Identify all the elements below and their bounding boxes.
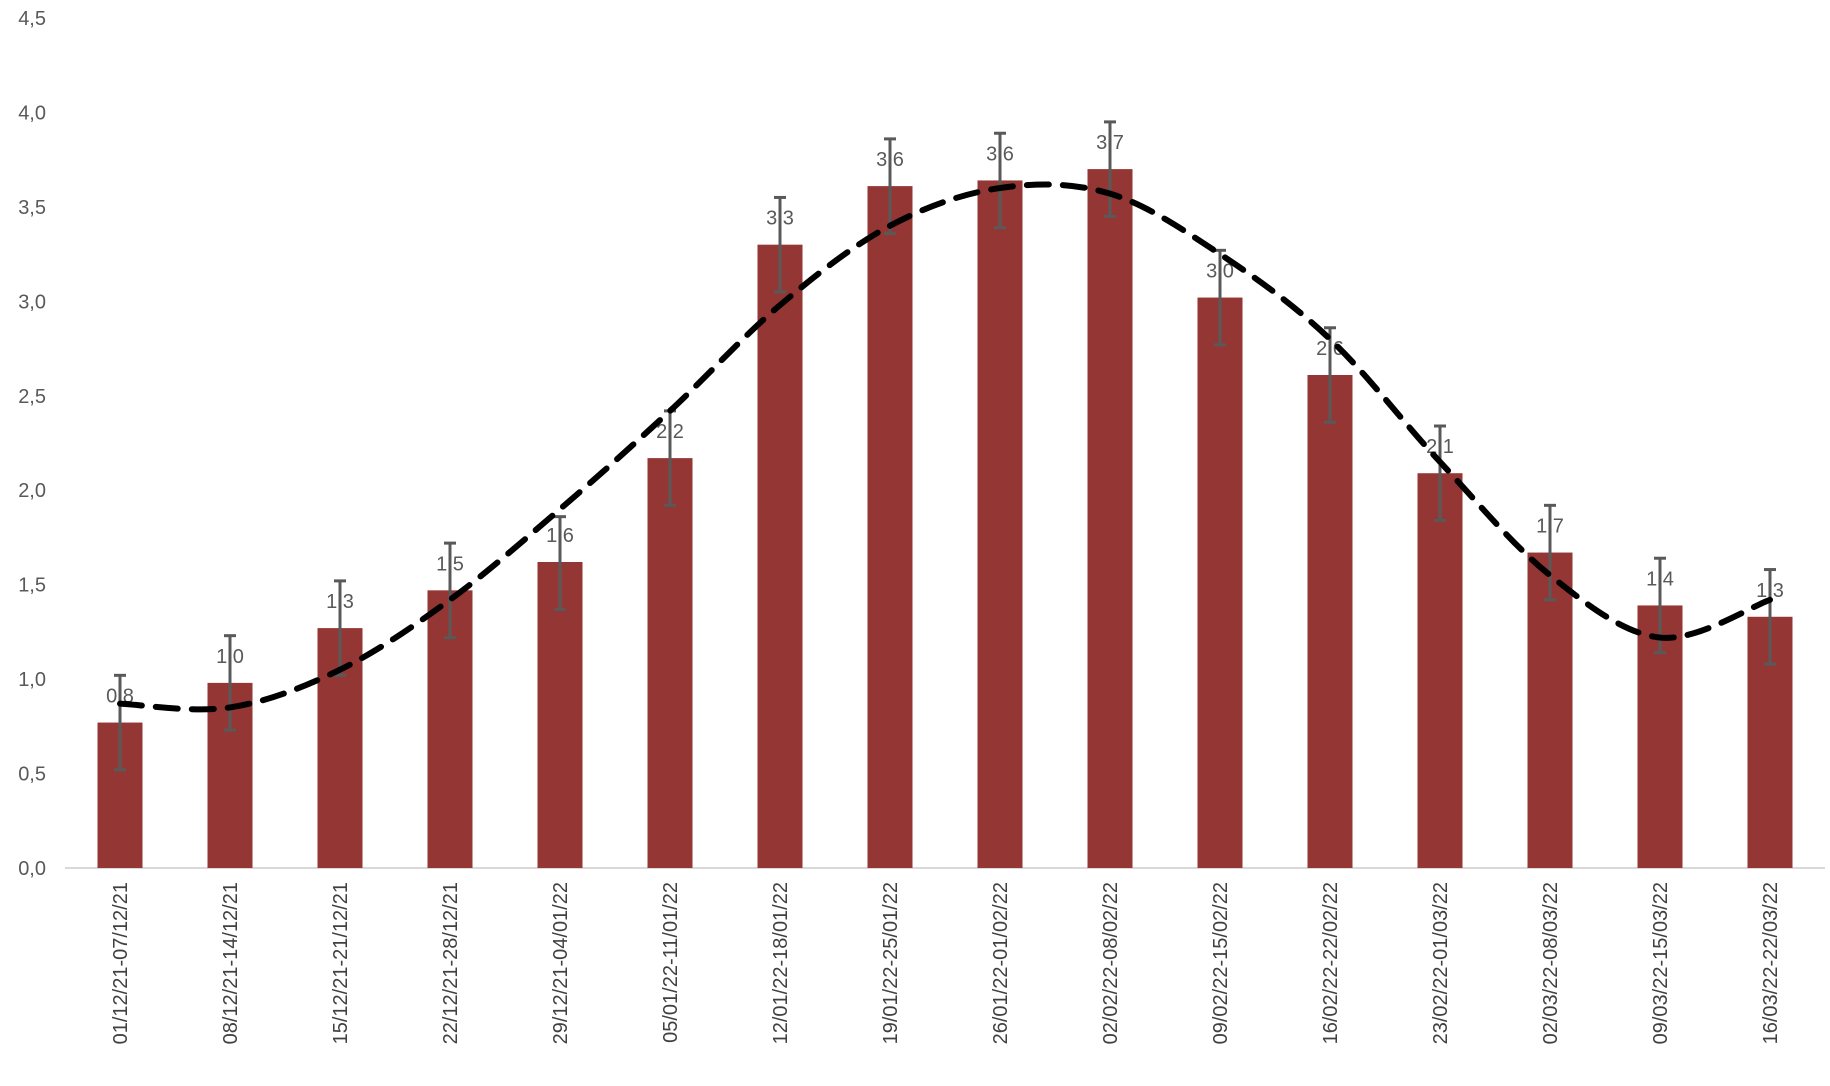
data-label: 1,7 bbox=[1536, 516, 1564, 538]
x-tick-label: 16/03/22-22/03/22 bbox=[1760, 882, 1782, 1044]
x-tick-label: 01/12/21-07/12/21 bbox=[110, 882, 132, 1044]
x-tick-label: 12/01/22-18/01/22 bbox=[770, 882, 792, 1044]
y-tick-label: 3,0 bbox=[18, 291, 46, 313]
data-label: 1,6 bbox=[546, 525, 574, 547]
x-tick-label: 09/02/22-15/02/22 bbox=[1210, 882, 1232, 1044]
y-tick-label: 0,0 bbox=[18, 858, 46, 880]
bar bbox=[1418, 473, 1463, 868]
data-label: 1,5 bbox=[436, 553, 464, 575]
data-label: 1,4 bbox=[1646, 568, 1674, 590]
data-label: 3,7 bbox=[1096, 132, 1124, 154]
x-tick-label: 02/02/22-08/02/22 bbox=[1100, 882, 1122, 1044]
y-tick-label: 2,5 bbox=[18, 386, 46, 408]
y-tick-label: 3,5 bbox=[18, 197, 46, 219]
bar bbox=[648, 458, 693, 868]
x-tick-label: 22/12/21-28/12/21 bbox=[440, 882, 462, 1044]
y-tick-label: 4,0 bbox=[18, 102, 46, 124]
trend-line bbox=[120, 185, 1770, 710]
y-tick-label: 2,0 bbox=[18, 480, 46, 502]
y-tick-label: 4,5 bbox=[18, 8, 46, 30]
x-tick-label: 23/02/22-01/03/22 bbox=[1430, 882, 1452, 1044]
x-tick-label: 08/12/21-14/12/21 bbox=[220, 882, 242, 1044]
bar bbox=[758, 245, 803, 868]
bar bbox=[1198, 298, 1243, 868]
data-label: 3,3 bbox=[766, 208, 794, 230]
bar bbox=[1088, 169, 1133, 868]
x-tick-label: 16/02/22-22/02/22 bbox=[1320, 882, 1342, 1044]
data-label: 3,6 bbox=[986, 143, 1014, 165]
data-label: 3,6 bbox=[876, 149, 904, 171]
x-tick-label: 09/03/22-15/03/22 bbox=[1650, 882, 1672, 1044]
data-label: 1,3 bbox=[326, 591, 354, 613]
x-tick-label: 02/03/22-08/03/22 bbox=[1540, 882, 1562, 1044]
y-tick-label: 1,5 bbox=[18, 575, 46, 597]
x-tick-label: 19/01/22-25/01/22 bbox=[880, 882, 902, 1044]
x-tick-label: 05/01/22-11/01/22 bbox=[660, 882, 682, 1043]
bar bbox=[978, 180, 1023, 868]
data-label: 1,0 bbox=[216, 646, 244, 668]
y-tick-label: 1,0 bbox=[18, 669, 46, 691]
x-tick-label: 15/12/21-21/12/21 bbox=[330, 882, 352, 1044]
x-tick-label: 26/01/22-01/02/22 bbox=[990, 882, 1012, 1044]
y-tick-label: 0,5 bbox=[18, 764, 46, 786]
data-label: 2,2 bbox=[656, 421, 684, 443]
bar bbox=[1308, 375, 1353, 868]
x-tick-label: 29/12/21-04/01/22 bbox=[550, 882, 572, 1044]
data-label: 2,1 bbox=[1426, 436, 1454, 458]
bar bbox=[868, 186, 913, 868]
